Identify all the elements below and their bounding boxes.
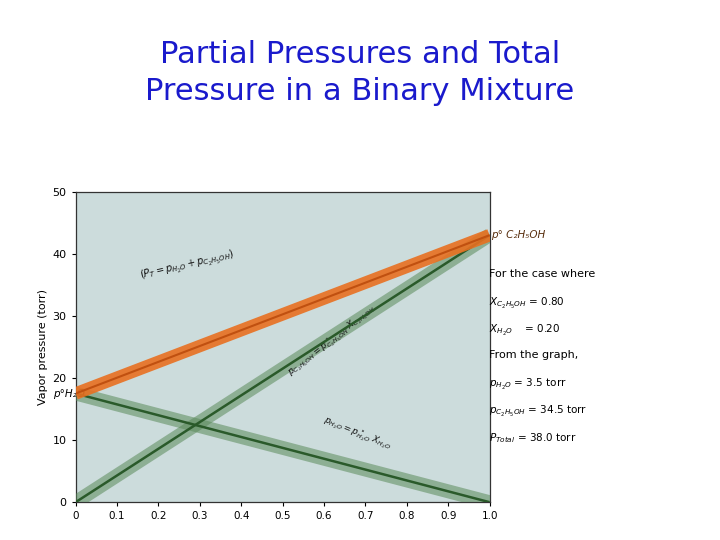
Y-axis label: Vapor pressure (torr): Vapor pressure (torr)	[38, 289, 48, 405]
Text: $p_{H_2O} = p^\circ_{H_2O}\ X_{H_2O}$: $p_{H_2O} = p^\circ_{H_2O}\ X_{H_2O}$	[321, 414, 393, 454]
Text: $p_{C_2H_5OH}$ = 34.5 torr: $p_{C_2H_5OH}$ = 34.5 torr	[489, 404, 587, 419]
Text: $p_{C_2H_5OH} = p^\circ_{C_2H_5OH}\ X_{C_2H_5OH}$: $p_{C_2H_5OH} = p^\circ_{C_2H_5OH}\ X_{C…	[285, 302, 379, 380]
Text: p° C₂H₅OH: p° C₂H₅OH	[491, 230, 545, 240]
Text: Partial Pressures and Total
Pressure in a Binary Mixture: Partial Pressures and Total Pressure in …	[145, 40, 575, 106]
Text: $P_{Total}$ = 38.0 torr: $P_{Total}$ = 38.0 torr	[489, 431, 576, 445]
Text: For the case where: For the case where	[489, 269, 595, 279]
Text: $X_{H_2O}$    = 0.20: $X_{H_2O}$ = 0.20	[489, 323, 560, 338]
Text: $(P_T = p_{H_2O} + p_{C_2H_5OH})$: $(P_T = p_{H_2O} + p_{C_2H_5OH})$	[139, 248, 236, 285]
Text: p°H₂O: p°H₂O	[53, 388, 85, 399]
Text: $p_{H_2O}$ = 3.5 torr: $p_{H_2O}$ = 3.5 torr	[489, 377, 566, 392]
Text: $X_{C_2H_5OH}$ = 0.80: $X_{C_2H_5OH}$ = 0.80	[489, 296, 564, 311]
Text: From the graph,: From the graph,	[489, 350, 578, 360]
